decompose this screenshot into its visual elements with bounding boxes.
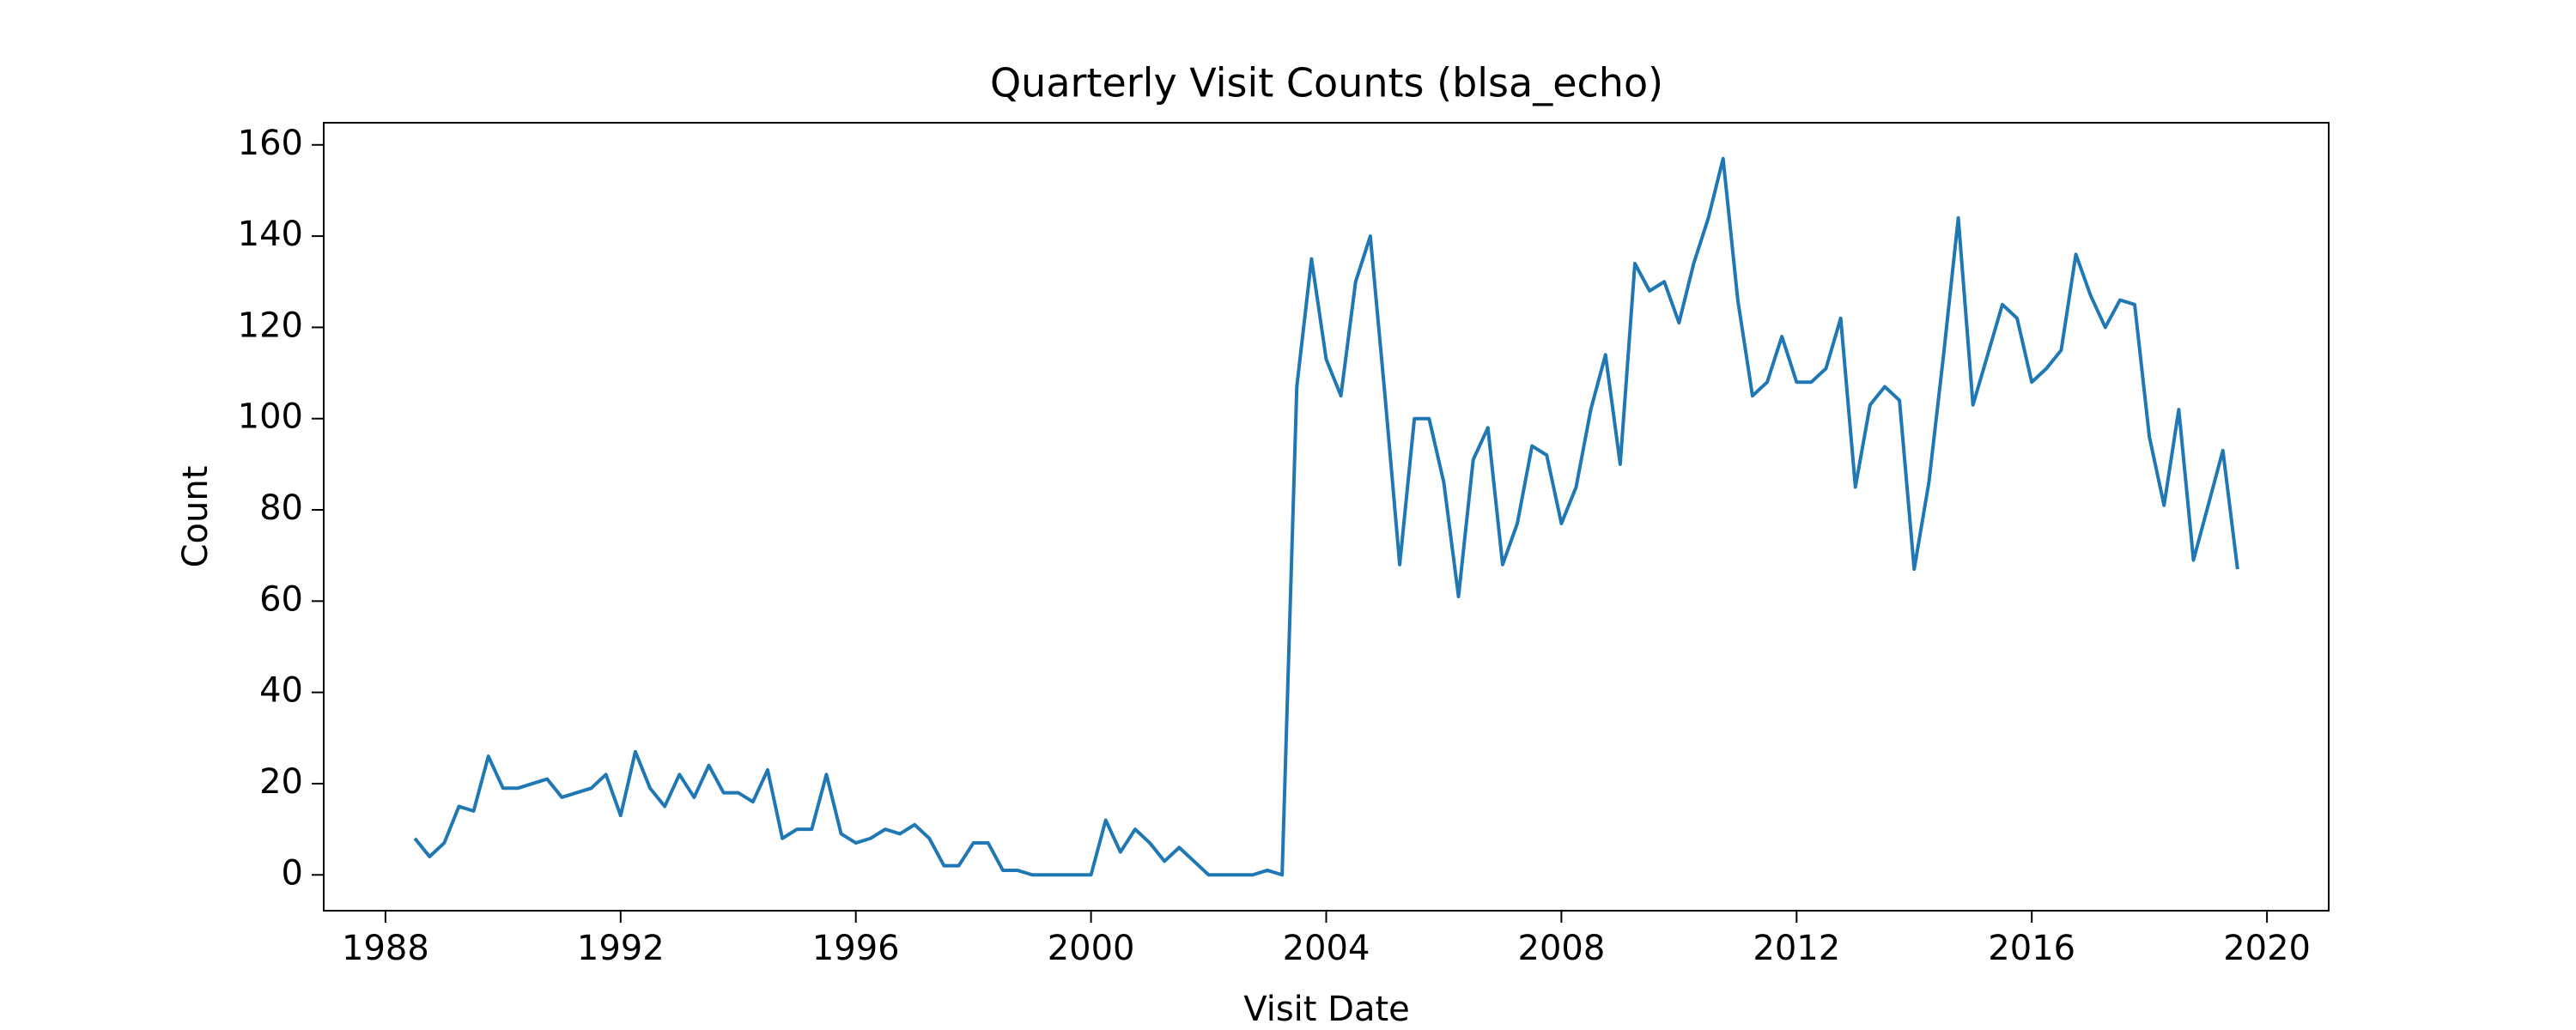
x-tick-label: 1992 [577,929,665,968]
x-tick-label: 2004 [1283,929,1370,968]
plot-frame [323,122,2330,912]
x-tick-label: 2016 [1988,929,2075,968]
y-tick-label: 80 [259,488,303,528]
y-tick-label: 40 [259,671,303,711]
x-tick-label: 2020 [2223,929,2311,968]
y-tick-label: 120 [238,306,303,345]
y-tick-label: 0 [282,853,303,893]
x-axis-label: Visit Date [1243,990,1410,1029]
x-tick-label: 2000 [1048,929,1135,968]
y-tick-label: 160 [238,124,303,163]
y-tick-label: 100 [238,397,303,437]
y-axis-label: Count [176,466,216,568]
chart-title: Quarterly Visit Counts (blsa_echo) [990,60,1663,106]
x-tick-label: 1996 [812,929,900,968]
y-tick-label: 20 [259,762,303,802]
x-tick-label: 1988 [342,929,429,968]
x-tick-label: 2012 [1753,929,1840,968]
x-tick-label: 2008 [1518,929,1606,968]
y-tick-label: 140 [238,215,303,254]
data-line [413,156,2239,877]
y-tick-label: 60 [259,579,303,619]
